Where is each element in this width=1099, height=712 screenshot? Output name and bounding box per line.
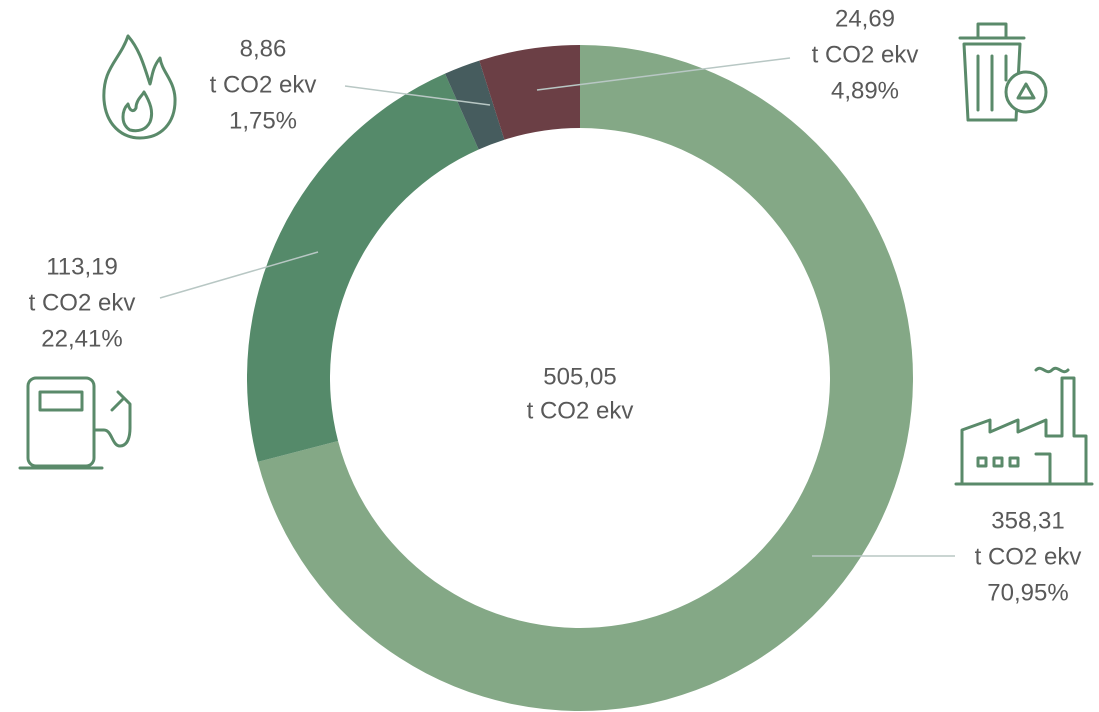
donut-slice (246, 73, 479, 462)
slice-percent-label: 22,41% (41, 325, 122, 352)
slice-unit-label: t CO2 ekv (210, 71, 317, 98)
icon-trash (958, 22, 1048, 122)
donut-slice (479, 45, 580, 140)
slice-percent-label: 4,89% (831, 77, 899, 104)
icon-factory (954, 366, 1094, 486)
slice-value-label: 8,86 (240, 35, 287, 62)
total-value: 505,05 (543, 363, 616, 390)
icon-fuel-pump (18, 376, 132, 470)
slice-value-label: 24,69 (835, 5, 895, 32)
slice-value-label: 358,31 (991, 507, 1064, 534)
slice-unit-label: t CO2 ekv (975, 543, 1082, 570)
slice-value-label: 113,19 (46, 253, 118, 280)
leader-line (536, 57, 791, 91)
slice-unit-label: t CO2 ekv (812, 41, 919, 68)
icon-flame (102, 34, 177, 140)
donut-slice (445, 60, 505, 150)
leader-line (344, 85, 491, 106)
slice-percent-label: 1,75% (229, 107, 297, 134)
slice-unit-label: t CO2 ekv (29, 289, 136, 316)
slice-percent-label: 70,95% (987, 579, 1068, 606)
leader-line (159, 251, 319, 299)
total-unit: t CO2 ekv (527, 397, 634, 424)
